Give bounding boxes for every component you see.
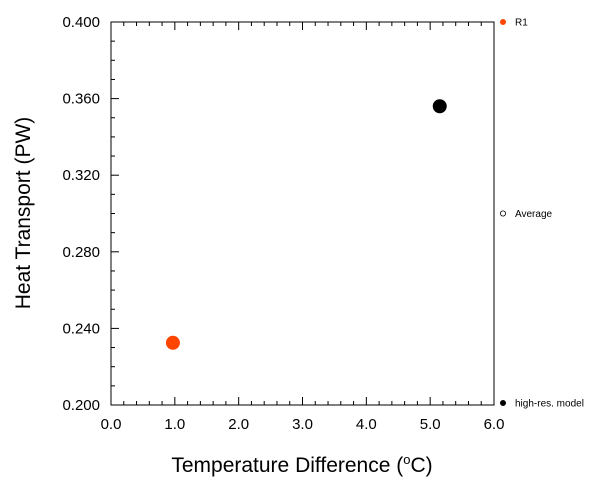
y-tick-label: 0.360 bbox=[62, 91, 100, 108]
legend-label: R1 bbox=[515, 18, 528, 29]
y-tick-label: 0.280 bbox=[62, 244, 100, 261]
data-point bbox=[432, 99, 447, 114]
y-tick-label: 0.400 bbox=[62, 14, 100, 31]
x-axis-title: Temperature Difference (oC) bbox=[171, 452, 432, 477]
y-tick-labels: 0.200 0.240 0.280 0.320 0.360 0.400 bbox=[62, 14, 100, 414]
legend-marker bbox=[499, 18, 506, 25]
legend: R1 Average high-res. model bbox=[499, 18, 584, 410]
x-tick-label: 5.0 bbox=[420, 416, 441, 433]
x-tick-label: 4.0 bbox=[356, 416, 377, 433]
x-tick-labels: 0.0 1.0 2.0 3.0 4.0 5.0 6.0 bbox=[101, 416, 505, 433]
y-tick-label: 0.320 bbox=[62, 167, 100, 184]
legend-marker bbox=[499, 210, 506, 217]
data-points bbox=[165, 99, 447, 350]
x-tick-label: 0.0 bbox=[101, 416, 122, 433]
y-axis-title: Heat Transport (PW) bbox=[12, 117, 35, 310]
x-tick-label: 1.0 bbox=[164, 416, 185, 433]
legend-label: Average bbox=[515, 209, 553, 220]
y-tick-label: 0.240 bbox=[62, 320, 100, 337]
legend-label: high-res. model bbox=[515, 399, 584, 410]
x-tick-label: 3.0 bbox=[292, 416, 313, 433]
data-point bbox=[165, 335, 180, 350]
y-tick-label: 0.200 bbox=[62, 397, 100, 414]
x-tick-label: 6.0 bbox=[484, 416, 505, 433]
legend-marker bbox=[499, 399, 506, 406]
x-tick-label: 2.0 bbox=[228, 416, 249, 433]
axis-ticks bbox=[110, 21, 495, 406]
